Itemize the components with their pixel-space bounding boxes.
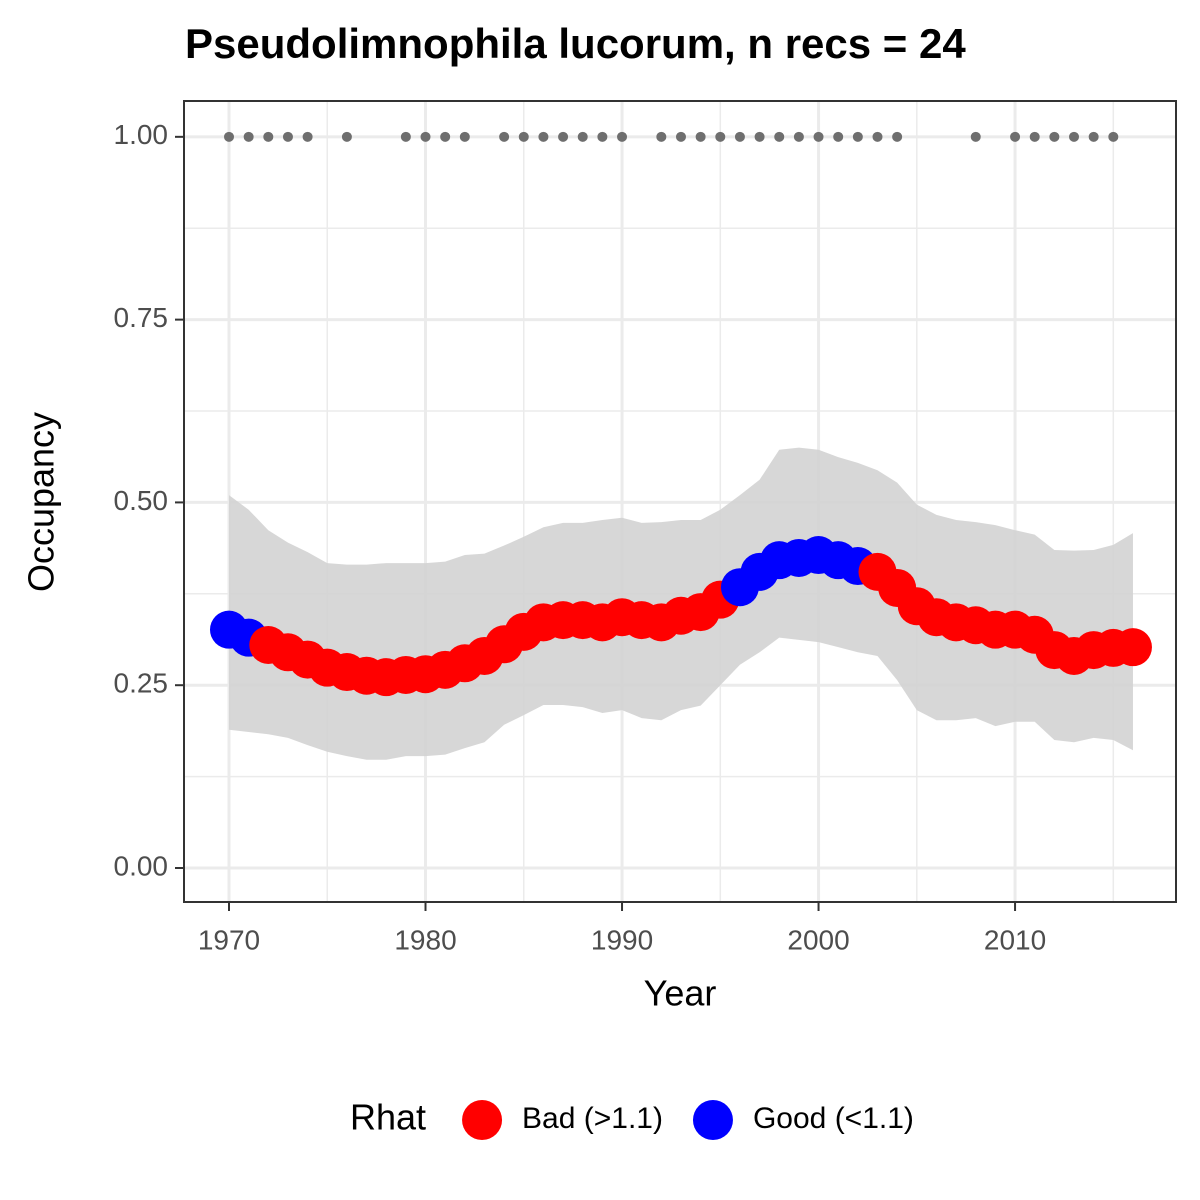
y-axis-title: Occupancy	[21, 412, 62, 592]
y-tick-label: 0.25	[114, 668, 169, 699]
y-tick-label: 0.00	[114, 850, 169, 881]
record-point	[1108, 131, 1119, 142]
record-point	[1088, 131, 1099, 142]
record-point	[1029, 131, 1040, 142]
record-point	[852, 131, 863, 142]
x-tick-label: 1970	[198, 924, 260, 955]
x-tick-label: 2000	[787, 924, 849, 955]
record-point	[793, 131, 804, 142]
record-point	[675, 131, 686, 142]
legend-label: Good (<1.1)	[753, 1102, 914, 1135]
chart-title: Pseudolimnophila lucorum, n recs = 24	[185, 20, 966, 67]
record-point	[518, 131, 529, 142]
record-point	[263, 131, 274, 142]
record-point	[224, 131, 235, 142]
record-point	[695, 131, 706, 142]
record-point	[833, 131, 844, 142]
legend-title: Rhat	[350, 1097, 426, 1138]
record-point	[420, 131, 431, 142]
x-tick-label: 2010	[984, 924, 1046, 955]
record-point	[538, 131, 549, 142]
y-tick-label: 1.00	[114, 119, 169, 150]
record-point	[774, 131, 785, 142]
record-point	[754, 131, 765, 142]
record-point	[715, 131, 726, 142]
record-point	[597, 131, 608, 142]
y-tick-label: 0.75	[114, 302, 169, 333]
plot-border	[183, 100, 1177, 903]
record-point	[577, 131, 588, 142]
x-tick-label: 1990	[591, 924, 653, 955]
record-point	[282, 131, 293, 142]
x-tick-label: 1980	[394, 924, 456, 955]
record-point	[1049, 131, 1060, 142]
record-point	[892, 131, 903, 142]
record-point	[1010, 131, 1021, 142]
record-point	[459, 131, 470, 142]
record-point	[1069, 131, 1080, 142]
occupancy-point	[1113, 628, 1152, 667]
record-point	[970, 131, 981, 142]
y-tick-label: 0.50	[114, 485, 169, 516]
x-axis-title: Year	[644, 973, 717, 1014]
record-point	[872, 131, 883, 142]
record-point	[302, 131, 313, 142]
record-point	[558, 131, 569, 142]
legend-label: Bad (>1.1)	[522, 1102, 663, 1135]
record-point	[499, 131, 510, 142]
record-point	[813, 131, 824, 142]
record-point	[243, 131, 254, 142]
record-point	[400, 131, 411, 142]
record-point	[734, 131, 745, 142]
record-point	[617, 131, 628, 142]
record-point	[440, 131, 451, 142]
record-point	[656, 131, 667, 142]
record-point	[341, 131, 352, 142]
legend-key	[692, 1100, 733, 1140]
legend-key	[462, 1100, 503, 1140]
